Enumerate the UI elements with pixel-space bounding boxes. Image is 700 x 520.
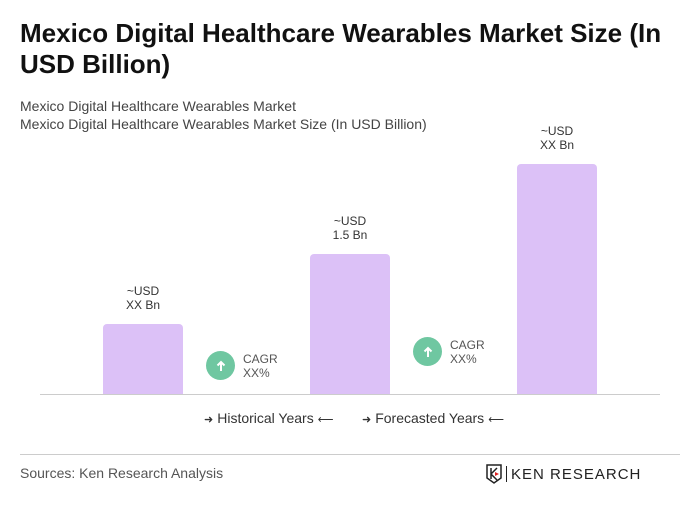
arrow-up-icon xyxy=(206,351,235,380)
ken-research-logo: KEN RESEARCH xyxy=(486,464,641,484)
logo-text: KEN RESEARCH xyxy=(511,465,642,483)
cagr-label: CAGR xyxy=(243,351,278,366)
page-title: Mexico Digital Healthcare Wearables Mark… xyxy=(20,18,662,79)
bar xyxy=(103,324,183,394)
legend-historical: ➜ Historical Years ⟵ xyxy=(200,410,338,426)
arrow-up-icon xyxy=(413,337,442,366)
arrow-right-icon: ➜ xyxy=(362,414,372,426)
logo-icon xyxy=(486,464,502,484)
subtitle-2: Mexico Digital Healthcare Wearables Mark… xyxy=(20,116,427,132)
divider xyxy=(20,454,680,455)
legend-label: Forecasted Years xyxy=(375,410,485,426)
data-label-line: 1.5 Bn xyxy=(332,228,368,242)
bar xyxy=(310,254,390,394)
data-label-line: XX Bn xyxy=(539,138,575,153)
sources: Sources: Ken Research Analysis xyxy=(20,465,224,481)
data-label-line: ~USD xyxy=(333,214,367,228)
subtitle: Mexico Digital Healthcare Wearables Mark… xyxy=(20,98,296,114)
cagr-label: CAGR xyxy=(450,337,485,352)
cagr-value: XX% xyxy=(450,351,477,366)
data-label-line: XX Bn xyxy=(125,298,161,312)
cagr-badge: CAGR XX% xyxy=(206,351,278,380)
bar xyxy=(517,164,597,394)
data-label-line: ~USD xyxy=(540,124,574,139)
arrow-right-icon: ➜ xyxy=(204,414,214,426)
data-label: ~USD 1.5 Bn xyxy=(290,214,410,242)
legend-forecasted: ➜ Forecasted Years ⟵ xyxy=(358,410,508,426)
cagr-badge: CAGR XX% xyxy=(413,337,485,366)
cagr-value: XX% xyxy=(243,365,270,380)
arrow-left-icon: ⟵ xyxy=(317,414,334,426)
legend-label: Historical Years xyxy=(217,410,314,426)
data-label: ~USD XX Bn xyxy=(83,284,203,312)
data-label-line: ~USD xyxy=(126,284,160,298)
arrow-left-icon: ⟵ xyxy=(488,414,504,426)
x-axis xyxy=(40,394,660,395)
data-label: ~USD XX Bn xyxy=(497,124,617,152)
